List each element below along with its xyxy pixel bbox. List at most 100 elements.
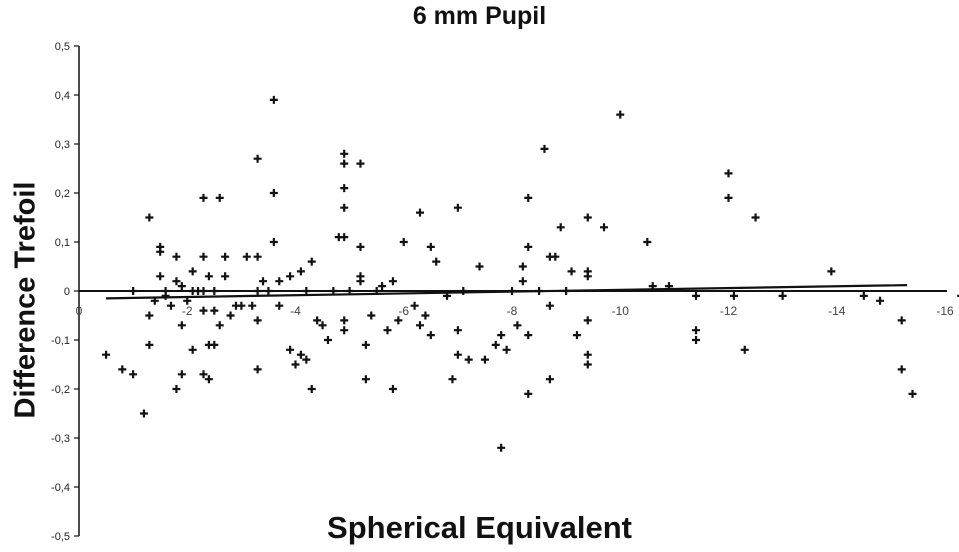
x-tick-labels: 0 -2 -4 -6 -8 -10 -12 -14 -16	[76, 304, 954, 318]
chart-title: 6 mm Pupil	[412, 2, 547, 30]
y-tick-label: -0,3	[51, 433, 70, 445]
data-point	[323, 336, 332, 344]
data-point	[204, 375, 213, 384]
data-point	[210, 287, 219, 295]
data-point	[583, 350, 592, 359]
data-point	[129, 287, 138, 295]
data-point	[156, 272, 165, 281]
data-point	[204, 272, 213, 281]
data-point	[361, 375, 370, 384]
data-point	[600, 223, 609, 232]
data-point	[551, 252, 560, 261]
data-point	[740, 345, 749, 354]
data-point	[480, 355, 489, 364]
data-point	[426, 331, 435, 340]
data-point	[453, 326, 462, 335]
data-point	[724, 193, 733, 202]
data-point	[356, 159, 365, 168]
data-point	[340, 326, 349, 335]
data-point	[269, 238, 278, 246]
x-tick-label: -14	[828, 304, 846, 318]
data-point	[692, 291, 701, 300]
data-point	[199, 306, 208, 315]
data-point	[172, 385, 181, 393]
data-point	[253, 365, 262, 374]
data-point	[177, 370, 186, 379]
data-point	[751, 213, 760, 222]
data-point	[518, 262, 527, 271]
data-point	[415, 208, 424, 217]
y-tick-label: 0,3	[55, 139, 70, 151]
data-point	[307, 385, 316, 393]
y-tick-label: -0,1	[51, 335, 70, 347]
data-point	[177, 321, 186, 330]
y-axis-title: Difference Trefoil	[9, 181, 42, 419]
data-markers	[102, 95, 959, 452]
data-point	[199, 252, 208, 261]
x-tick-label: 0	[76, 304, 83, 318]
data-point	[248, 301, 257, 310]
data-point	[524, 389, 533, 398]
data-point	[378, 282, 387, 291]
data-point	[302, 355, 311, 364]
x-axis-title: Spherical Equivalent	[327, 510, 632, 545]
data-point	[221, 252, 230, 261]
data-point	[269, 189, 278, 197]
data-point	[253, 252, 262, 261]
data-point	[302, 287, 311, 295]
data-point	[199, 370, 208, 379]
data-point	[313, 316, 322, 325]
x-tick-label: -8	[507, 304, 518, 318]
y-tick-label: -0,4	[51, 482, 70, 494]
data-point	[242, 252, 251, 261]
data-point	[394, 316, 403, 325]
data-point	[876, 296, 885, 305]
data-point	[307, 257, 316, 266]
data-point	[199, 287, 208, 295]
data-point	[897, 316, 906, 325]
data-point	[729, 291, 738, 300]
data-point	[102, 350, 111, 359]
data-point	[524, 193, 533, 202]
data-point	[567, 267, 576, 276]
data-point	[226, 311, 235, 320]
data-point	[221, 272, 230, 281]
data-point	[572, 331, 581, 340]
y-axis-ticks: 0,5 0,4 0,3 0,2 0,1 0 -0,1 -0,2 -0,3 -0,4 -0,5	[51, 41, 79, 543]
data-point	[237, 301, 246, 310]
data-point	[908, 389, 917, 398]
data-point	[524, 242, 533, 251]
data-point	[859, 291, 868, 300]
data-point	[827, 267, 836, 276]
y-tick-label: 0,4	[55, 90, 70, 102]
data-point	[118, 365, 127, 374]
data-point	[724, 169, 733, 178]
data-point	[139, 409, 148, 418]
data-point	[518, 277, 527, 286]
data-point	[545, 301, 554, 310]
x-tick-label: -2	[182, 304, 193, 318]
data-point	[459, 287, 468, 295]
data-point	[275, 301, 284, 310]
data-point	[421, 311, 430, 320]
data-point	[161, 287, 170, 295]
data-point	[367, 311, 376, 320]
data-point	[183, 296, 192, 305]
data-point	[340, 233, 349, 242]
data-point	[356, 277, 365, 286]
data-point	[448, 375, 457, 384]
data-point	[156, 242, 165, 251]
data-point	[286, 345, 295, 354]
data-point	[188, 345, 197, 354]
data-point	[513, 321, 522, 330]
data-point	[264, 287, 273, 295]
data-point	[388, 277, 397, 286]
data-point	[210, 306, 219, 315]
data-point	[356, 242, 365, 251]
data-point	[253, 316, 262, 325]
data-point	[778, 291, 787, 300]
data-point	[253, 154, 262, 163]
data-point	[318, 321, 327, 330]
y-tick-label: 0	[64, 286, 70, 298]
